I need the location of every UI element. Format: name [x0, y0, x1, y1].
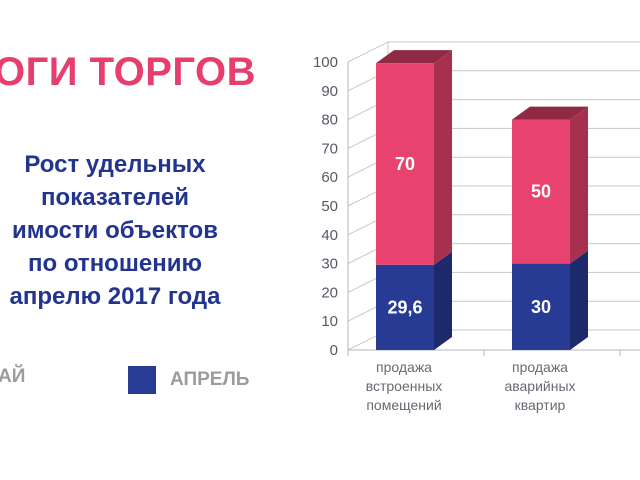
data-label: 70	[395, 154, 415, 174]
x-category-label: продажа	[512, 359, 568, 375]
y-tick-label: 20	[321, 284, 338, 301]
legend-april: АПРЕЛЬ	[128, 366, 249, 394]
gridline-side	[347, 41, 389, 63]
bar-side	[570, 250, 588, 350]
y-tick-label: 80	[321, 112, 338, 129]
bar	[376, 63, 434, 265]
bar	[512, 263, 570, 350]
x-category-label: помещений	[366, 397, 441, 413]
legend-may-label: АЙ	[0, 366, 26, 387]
legend-may: АЙ	[0, 366, 25, 388]
chart-title: ОГИ ТОРГОВ	[0, 50, 257, 94]
x-category-label: квартир	[515, 397, 566, 413]
chart-bars: 29,6 70 30 50	[376, 50, 588, 350]
bar-side	[434, 50, 452, 265]
bar	[512, 119, 570, 264]
y-tick-label: 70	[321, 140, 338, 157]
subtitle-line: показателей	[41, 184, 189, 211]
x-category-label: аварийных	[504, 378, 575, 394]
subtitle-line: Рост удельных	[24, 151, 206, 178]
x-category-label: встроенных	[366, 378, 443, 394]
bar	[376, 264, 434, 350]
subtitle-line: апрелю 2017 года	[9, 283, 221, 310]
x-category-label: продажа	[376, 359, 432, 375]
subtitle-line: по отношению	[28, 250, 202, 277]
bar-top	[376, 50, 452, 64]
data-label: 30	[531, 297, 551, 317]
y-tick-label: 100	[313, 54, 338, 71]
y-axis-ticks: 0 10 20 30 40 50 60 70 80 90 100	[313, 54, 338, 359]
bar-side	[570, 106, 588, 264]
bar-side	[434, 251, 452, 350]
y-tick-label: 30	[321, 256, 338, 273]
y-tick-label: 60	[321, 169, 338, 186]
data-label: 50	[531, 182, 551, 202]
y-tick-label: 10	[321, 313, 338, 330]
legend-april-label: АПРЕЛЬ	[170, 369, 250, 390]
subtitle-line: имости объектов	[12, 217, 218, 244]
x-axis-categories: продажа встроенных помещений продажа аварийн…	[366, 359, 576, 413]
data-label: 29,6	[387, 297, 422, 317]
y-tick-label: 50	[321, 198, 338, 215]
y-tick-label: 0	[330, 342, 338, 359]
legend-april-swatch	[128, 366, 156, 394]
bar-top	[512, 106, 588, 120]
y-tick-label: 90	[321, 83, 338, 100]
y-tick-label: 40	[321, 227, 338, 244]
chart-subtitle: Рост удельных показателей имости объекто…	[0, 148, 250, 313]
